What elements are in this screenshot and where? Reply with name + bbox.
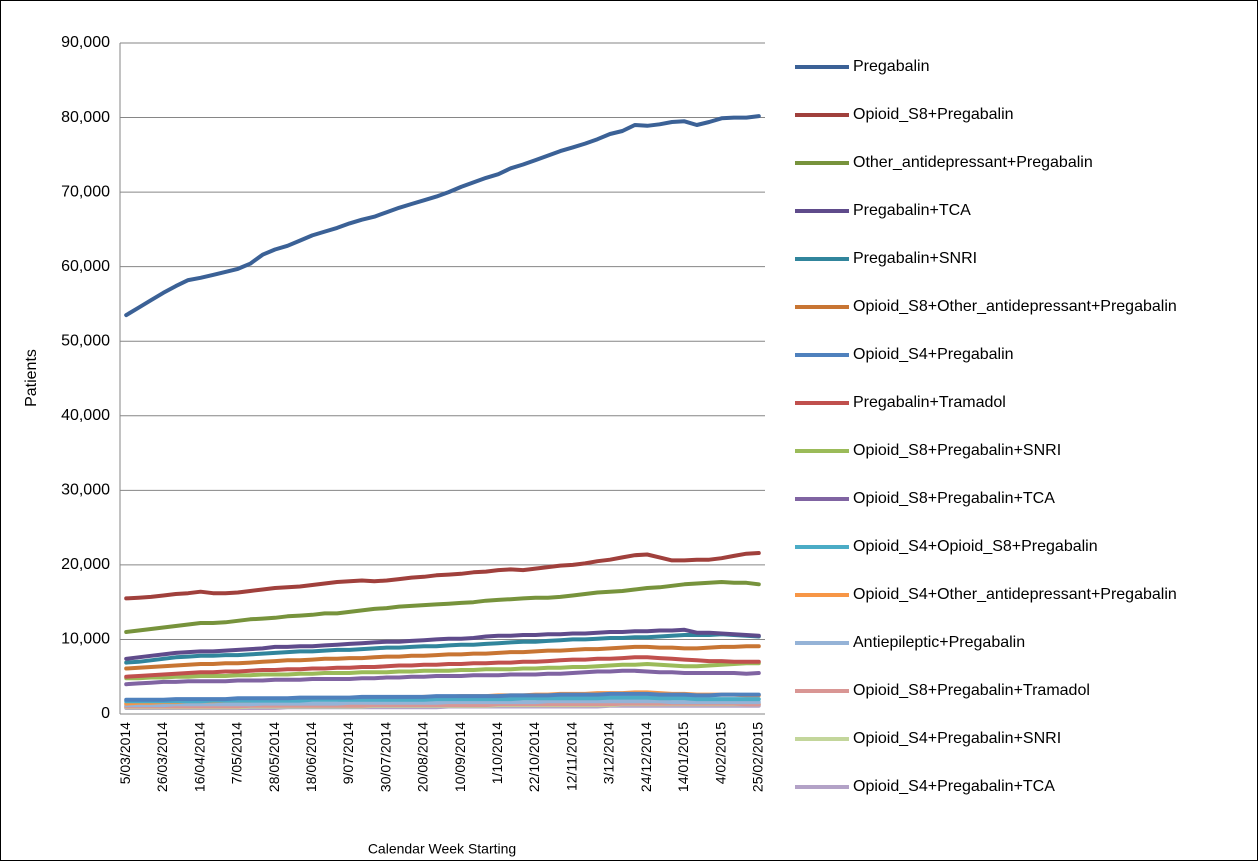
x-tick-label: 26/03/2014: [154, 722, 170, 792]
legend-label: Other_antidepressant+Pregabalin: [853, 154, 1093, 171]
legend-label: Opioid_S4+Pregabalin+SNRI: [853, 730, 1061, 747]
series-line: [124, 551, 761, 601]
x-tick-label: 16/04/2014: [191, 722, 207, 792]
series-line: [124, 644, 761, 671]
legend-label: Opioid_S8+Pregabalin+Tramadol: [853, 682, 1090, 699]
x-tick-label: 5/03/2014: [117, 722, 133, 784]
legend-label: Opioid_S4+Pregabalin: [853, 346, 1014, 363]
y-tick-label: 30,000: [61, 482, 110, 499]
y-tick-label: 0: [101, 705, 110, 722]
series-line: [124, 580, 761, 634]
y-tick-label: 40,000: [61, 407, 110, 424]
x-tick-label: 30/07/2014: [377, 722, 393, 792]
legend-label: Pregabalin: [853, 58, 930, 75]
legend-label: Pregabalin+TCA: [853, 202, 971, 219]
y-tick-label: 20,000: [61, 556, 110, 573]
legend-label: Antiepileptic+Pregabalin: [853, 634, 1025, 651]
y-tick-label: 80,000: [61, 109, 110, 126]
legend-label: Pregabalin+SNRI: [853, 250, 977, 267]
y-tick-label: 60,000: [61, 258, 110, 275]
x-tick-label: 18/06/2014: [303, 722, 319, 792]
x-tick-label: 25/02/2015: [750, 722, 766, 792]
legend-label: Pregabalin+Tramadol: [853, 394, 1006, 411]
legend-label: Opioid_S4+Other_antidepressant+Pregabali…: [853, 586, 1177, 603]
x-tick-label: 14/01/2015: [675, 722, 691, 792]
series-line: [124, 114, 761, 318]
legend-label: Opioid_S8+Pregabalin+TCA: [853, 490, 1055, 507]
x-tick-label: 20/08/2014: [415, 722, 431, 792]
y-tick-label: 90,000: [61, 34, 110, 51]
series-line: [124, 632, 761, 665]
legend-label: Opioid_S8+Pregabalin: [853, 106, 1014, 123]
series-line: [124, 655, 761, 679]
x-tick-label: 12/11/2014: [563, 722, 579, 791]
y-tick-label: 10,000: [61, 631, 110, 648]
x-tick-label: 7/05/2014: [229, 722, 245, 784]
x-tick-label: 10/09/2014: [452, 722, 468, 792]
x-tick-label: 22/10/2014: [526, 722, 542, 792]
series-line: [124, 701, 761, 709]
y-tick-label: 70,000: [61, 183, 110, 200]
y-axis-label: Patients: [23, 349, 40, 407]
series-line: [124, 691, 761, 702]
series-line: [124, 661, 761, 681]
series-line: [124, 699, 761, 708]
x-tick-label: 3/12/2014: [601, 722, 617, 784]
legend-label: Opioid_S4+Opioid_S8+Pregabalin: [853, 538, 1098, 555]
x-tick-label: 9/07/2014: [340, 722, 356, 784]
legend-label: Opioid_S4+Pregabalin+TCA: [853, 778, 1055, 795]
series-line: [124, 668, 761, 687]
x-tick-label: 24/12/2014: [638, 722, 654, 792]
x-tick-label: 4/02/2015: [712, 722, 728, 784]
legend-label: Opioid_S8+Other_antidepressant+Pregabali…: [853, 298, 1177, 315]
x-tick-label: 1/10/2014: [489, 722, 505, 784]
x-axis-label: Calendar Week Starting: [368, 841, 516, 857]
legend-label: Opioid_S8+Pregabalin+SNRI: [853, 442, 1061, 459]
series-line: [124, 627, 761, 661]
y-tick-label: 50,000: [61, 332, 110, 349]
x-tick-label: 28/05/2014: [266, 722, 282, 792]
